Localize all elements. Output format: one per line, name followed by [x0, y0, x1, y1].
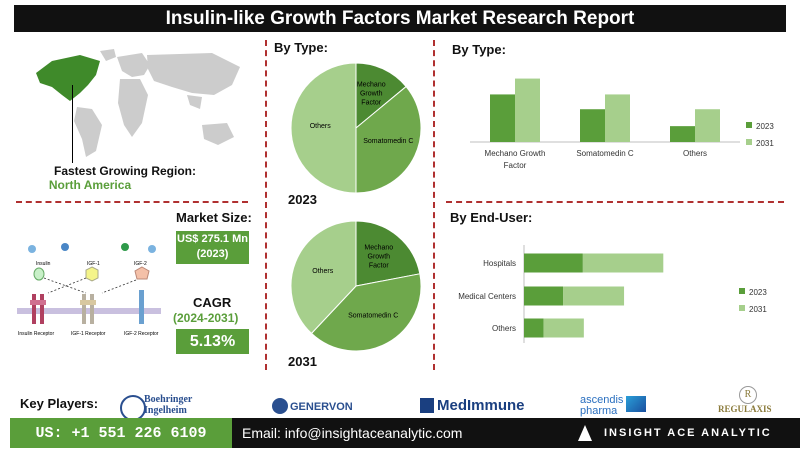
- bar-2023-others: [524, 318, 544, 338]
- bar-2031-medical-centers: [563, 286, 625, 306]
- player-ascendis: ascendis pharma: [580, 394, 624, 417]
- pie-label-others: Others: [310, 123, 332, 130]
- regulaxis-logo-icon: R: [739, 386, 757, 404]
- pie-label-somatomedin-c: Somatomedin C: [363, 138, 413, 145]
- bar-2031-somatomedin-c: [605, 94, 630, 142]
- pie-slice-mechano-growth-factor: [355, 62, 407, 130]
- ligand-label-igf1: IGF-1: [87, 261, 100, 267]
- bar-2023-others: [670, 126, 695, 142]
- player-boehringer: Boehringer Ingelheim: [144, 394, 193, 416]
- bar-section-title: By Type:: [452, 42, 506, 57]
- pie-label-mechano-growth-factor: Mechano Growth Factor: [357, 82, 386, 107]
- legend-label-2023: 2023: [756, 122, 774, 131]
- market-size-label: Market Size:: [176, 210, 252, 225]
- pie-slice-somatomedin-c: [310, 273, 422, 352]
- receptor-label-igf1: IGF-1 Receptor: [71, 331, 106, 337]
- pie-slice-somatomedin-c: [355, 85, 422, 194]
- x-tick-label-others: Others: [683, 149, 707, 158]
- brand-logo-icon: [578, 425, 592, 441]
- bar-2023-hospitals: [524, 253, 583, 273]
- map-pointer-line: [72, 85, 73, 163]
- cagr-value: 5.13%: [176, 329, 249, 354]
- pie-slice-others: [290, 62, 357, 194]
- y-tick-label-medical-centers: Medical Centers: [458, 292, 516, 301]
- divider-left: [265, 40, 267, 370]
- legend-label-2031: 2031: [749, 305, 767, 314]
- pie-label-mechano-growth-factor: Mechano Growth Factor: [364, 244, 393, 269]
- igf2-ligand: [134, 266, 150, 280]
- pie-section-title: By Type:: [274, 40, 328, 55]
- divider-left-horizontal: [16, 201, 248, 203]
- player-regulaxis: REGULAXIS: [718, 404, 772, 414]
- y-tick-label-hospitals: Hospitals: [483, 259, 516, 268]
- brand-bar: INSIGHT ACE ANALYTIC: [562, 418, 800, 448]
- bar-2023-medical-centers: [524, 286, 564, 306]
- pie-year-2023: 2023: [288, 192, 317, 207]
- market-size-value: US$ 275.1 Mn (2023): [176, 231, 249, 264]
- enduser-section-title: By End-User:: [450, 210, 533, 225]
- pie-year-2031: 2031: [288, 354, 317, 369]
- pie-label-somatomedin-c: Somatomedin C: [348, 312, 398, 319]
- legend-swatch-2031: [746, 139, 752, 145]
- pie-slice-mechano-growth-factor: [355, 220, 421, 287]
- legend-swatch-2031: [739, 305, 745, 311]
- legend-label-2023: 2023: [749, 288, 767, 297]
- world-map: [36, 49, 240, 157]
- ligand-label-igf2: IGF-2: [134, 261, 147, 267]
- pie-slice-others: [290, 220, 357, 335]
- region-label: Fastest Growing Region:: [53, 164, 196, 178]
- legend-label-2031: 2031: [756, 139, 774, 148]
- igf1-ligand: [85, 266, 99, 282]
- ligand-dot: [28, 245, 36, 253]
- bar-2031-others: [543, 318, 584, 338]
- cagr-period: (2024-2031): [173, 311, 239, 325]
- bar-2023-mechano-growth-factor: [490, 94, 515, 142]
- bar-chart-by-enduser: Hospitals Medical Centers Others 2023 2031: [458, 245, 767, 343]
- region-value: North America: [48, 178, 132, 192]
- email-address[interactable]: Email: info@insightaceanalytic.com: [232, 418, 562, 448]
- report-title: Insulin-like Growth Factors Market Resea…: [14, 5, 786, 32]
- insulin-ligand: [33, 267, 45, 281]
- pie-label-others: Others: [312, 268, 334, 275]
- ligand-dot: [61, 243, 69, 251]
- bar-2031-hospitals: [582, 253, 664, 273]
- pie-chart-2031: Mechano Growth Factor Somatomedin C Others: [290, 220, 422, 352]
- bar-2031-others: [695, 109, 720, 142]
- receptor-label-igf2: IGF-2 Receptor: [124, 331, 159, 337]
- receptor-label-insulin: Insulin Receptor: [18, 331, 54, 337]
- genervon-logo-icon: [272, 398, 288, 414]
- cagr-label: CAGR: [193, 295, 232, 310]
- bar-2031-mechano-growth-factor: [515, 78, 540, 142]
- ligand-label-insulin: Insulin: [36, 261, 51, 267]
- player-medimmune: MedImmune: [437, 397, 525, 414]
- y-tick-label-others: Others: [492, 324, 516, 333]
- brand-name: INSIGHT ACE ANALYTIC: [604, 427, 772, 439]
- x-tick-label-somatomedin-c: Somatomedin C: [576, 149, 634, 158]
- ligand-dot: [148, 245, 156, 253]
- key-players-label: Key Players:: [20, 396, 99, 411]
- receptor-diagram: Insulin IGF-1 IGF-2 Insulin Receptor IGF…: [17, 243, 161, 337]
- x-tick-label-mechano-growth-factor: Mechano Growth Factor: [485, 149, 546, 170]
- medimmune-logo-icon: [420, 398, 434, 413]
- ligand-dot: [121, 243, 129, 251]
- cell-membrane: [17, 308, 161, 314]
- pie-chart-2023: Mechano Growth Factor Somatomedin C Others: [290, 62, 422, 194]
- divider-right-horizontal: [446, 201, 784, 203]
- legend-swatch-2023: [746, 122, 752, 128]
- divider-right: [433, 40, 435, 370]
- ascendis-logo-icon: [626, 396, 646, 412]
- legend-swatch-2023: [739, 288, 745, 294]
- phone-number[interactable]: US: +1 551 226 6109: [10, 418, 232, 448]
- bar-2023-somatomedin-c: [580, 109, 605, 142]
- player-genervon: GENERVON: [290, 401, 353, 413]
- bar-chart-by-type: Mechano Growth Factor Somatomedin C Others 2…: [470, 78, 774, 170]
